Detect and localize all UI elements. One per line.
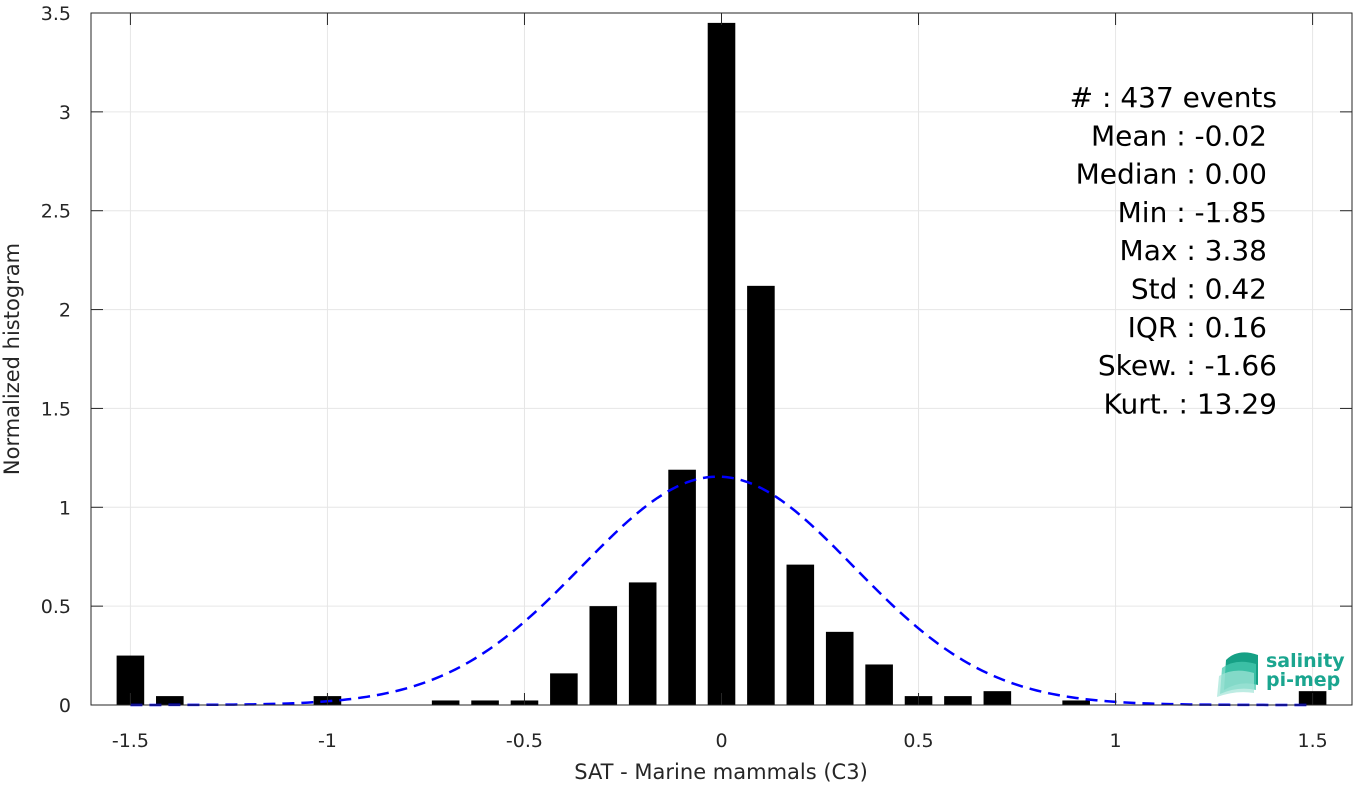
x-tick-label: -1.5: [112, 730, 149, 752]
logo-text-salinity: salinity: [1266, 650, 1345, 672]
stat-line: Kurt. : 13.29: [1104, 387, 1278, 420]
stat-line: IQR : 0.16: [1128, 311, 1267, 344]
histogram-bar: [825, 631, 854, 705]
y-tick-label: 3.5: [41, 3, 71, 25]
histogram-bar: [550, 673, 578, 705]
wave-logo-icon: [1217, 652, 1258, 697]
statistics-box: # : 437 events Mean : -0.02 Median : 0.00 M…: [1070, 81, 1277, 420]
y-axis-label: Normalized histogram: [0, 243, 24, 475]
histogram-bar: [747, 285, 775, 705]
logo-text-pi-mep: pi-mep: [1266, 669, 1340, 691]
stat-line: # : 437 events: [1070, 81, 1277, 114]
stat-line: Max : 3.38: [1120, 234, 1267, 267]
y-tick-label: 2.5: [41, 201, 71, 223]
x-tick-label: 1: [1110, 730, 1122, 752]
x-axis-label: SAT - Marine mammals (C3): [574, 760, 868, 784]
axis-ticks: [91, 12, 1352, 706]
histogram-bar: [431, 700, 460, 705]
histogram-bar: [156, 696, 184, 705]
histogram-bar: [983, 691, 1012, 705]
histogram-bar: [865, 664, 893, 705]
y-tick-label: 0.5: [41, 596, 71, 618]
stat-line: Min : -1.85: [1118, 196, 1267, 229]
x-tick-labels: -1.5 -1 -0.5 0 0.5 1 1.5: [112, 730, 1328, 752]
histogram-bar: [1062, 700, 1090, 705]
histogram-bar: [628, 582, 657, 705]
histogram-bar: [707, 22, 736, 705]
x-tick-label: 0: [715, 730, 727, 752]
x-tick-label: 1.5: [1297, 730, 1327, 752]
histogram-bar: [589, 606, 618, 705]
stat-line: Median : 0.00: [1076, 158, 1267, 191]
histogram-bar: [944, 696, 972, 705]
y-tick-label: 3: [59, 102, 71, 124]
x-tick-label: -1: [318, 730, 337, 752]
y-tick-label: 2: [59, 300, 71, 322]
y-tick-label: 0: [59, 695, 71, 717]
y-tick-label: 1.5: [41, 398, 71, 420]
histogram-bar: [668, 469, 696, 705]
y-tick-labels: 0 0.5 1 1.5 2 2.5 3 3.5: [41, 3, 71, 717]
x-tick-label: -0.5: [506, 730, 543, 752]
histogram-bar: [786, 564, 815, 705]
y-tick-label: 1: [59, 497, 71, 519]
stat-line: Std : 0.42: [1131, 273, 1267, 306]
salinity-pi-mep-logo: salinity pi-mep: [1217, 650, 1345, 697]
stat-line: Mean : -0.02: [1091, 119, 1267, 152]
histogram-bar: [471, 700, 499, 705]
stat-line: Skew. : -1.66: [1098, 349, 1277, 382]
x-tick-label: 0.5: [903, 730, 933, 752]
